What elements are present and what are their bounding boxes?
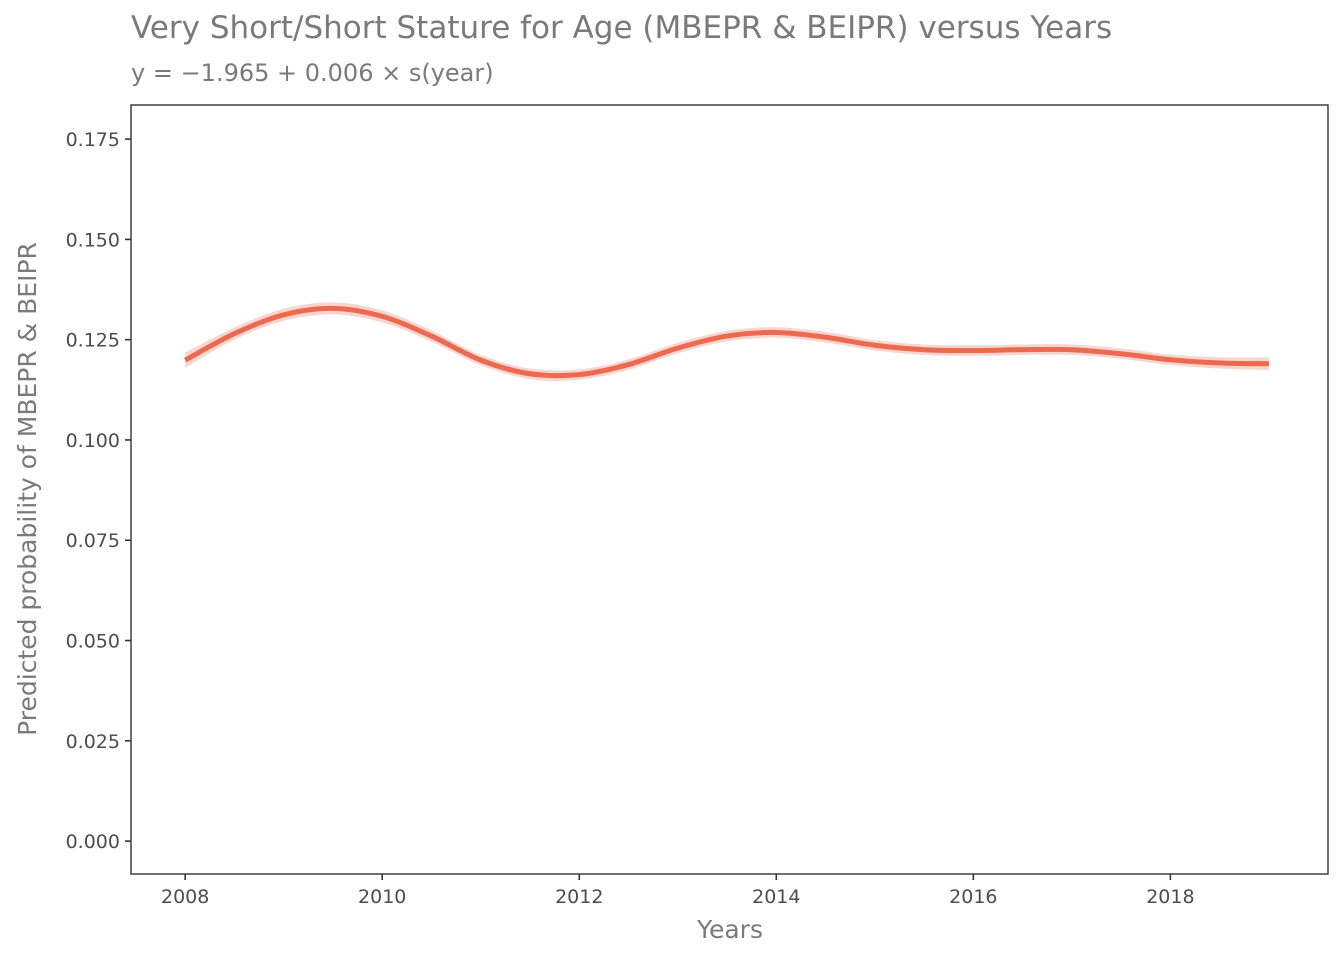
- y-axis: 0.000 0.025 0.050 0.075 0.100 0.125 0.150 0.175: [66, 129, 131, 853]
- y-tick-label: 0.150: [66, 229, 120, 251]
- x-axis: 2008 2010 2012 2014 2016 2018: [161, 874, 1195, 908]
- x-tick-label: 2010: [358, 886, 406, 908]
- x-tick-label: 2008: [161, 886, 209, 908]
- y-tick-label: 0.050: [66, 631, 120, 653]
- y-tick-label: 0.100: [66, 430, 120, 452]
- x-tick-label: 2016: [949, 886, 997, 908]
- y-axis-title: Predicted probability of MBEPR & BEIPR: [13, 242, 42, 736]
- y-tick-label: 0.000: [66, 831, 120, 853]
- y-tick-label: 0.075: [66, 530, 120, 552]
- x-tick-label: 2012: [555, 886, 603, 908]
- y-tick-label: 0.125: [66, 330, 120, 352]
- x-tick-label: 2018: [1146, 886, 1194, 908]
- x-axis-title: Years: [696, 915, 763, 944]
- series-line: [184, 305, 1269, 379]
- chart-title: Very Short/Short Stature for Age (MBEPR …: [131, 10, 1112, 46]
- y-tick-label: 0.025: [66, 731, 120, 753]
- plot-panel: [130, 104, 1329, 875]
- y-tick-label: 0.175: [66, 129, 120, 151]
- chart-subtitle: y = −1.965 + 0.006 × s(year): [131, 59, 494, 87]
- x-tick-label: 2014: [752, 886, 800, 908]
- series-layer: [184, 302, 1269, 381]
